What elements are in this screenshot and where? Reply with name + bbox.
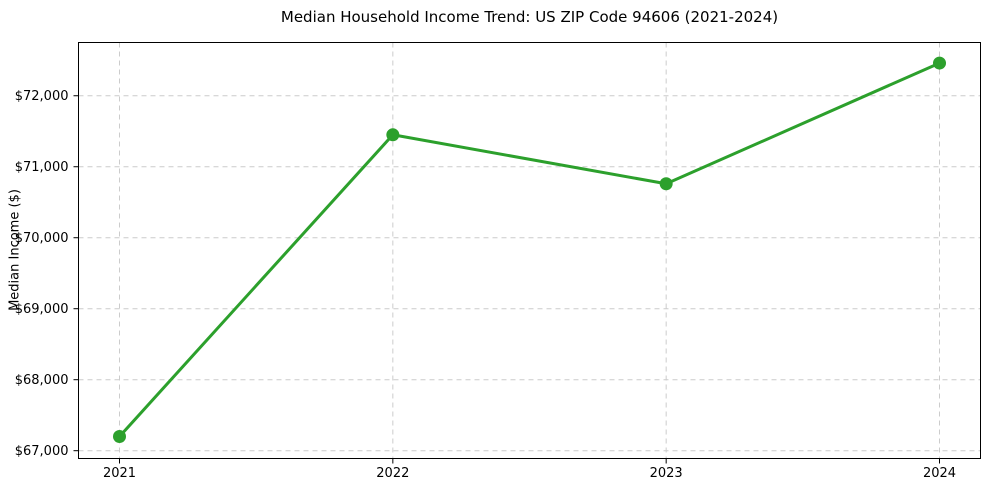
y-axis-label: Median Income ($) bbox=[7, 189, 23, 311]
y-tick-label: $72,000 bbox=[15, 89, 69, 104]
y-tick-label: $71,000 bbox=[15, 160, 69, 175]
y-tick-label: $70,000 bbox=[15, 231, 69, 246]
y-tick-label: $68,000 bbox=[15, 373, 69, 388]
trend-line bbox=[118, 61, 941, 438]
y-tick-label: $69,000 bbox=[15, 302, 69, 317]
data-point bbox=[386, 128, 400, 142]
y-tick-label: $67,000 bbox=[15, 444, 69, 459]
x-tick-label: 2022 bbox=[376, 466, 409, 481]
x-tick-label: 2021 bbox=[103, 466, 136, 481]
data-point bbox=[933, 56, 946, 70]
data-point bbox=[659, 177, 673, 191]
x-tick-label: 2023 bbox=[650, 466, 683, 481]
chart-title: Median Household Income Trend: US ZIP Co… bbox=[280, 8, 779, 26]
axes-box bbox=[78, 42, 981, 459]
data-point bbox=[113, 429, 126, 443]
x-tick-label: 2024 bbox=[923, 466, 956, 481]
